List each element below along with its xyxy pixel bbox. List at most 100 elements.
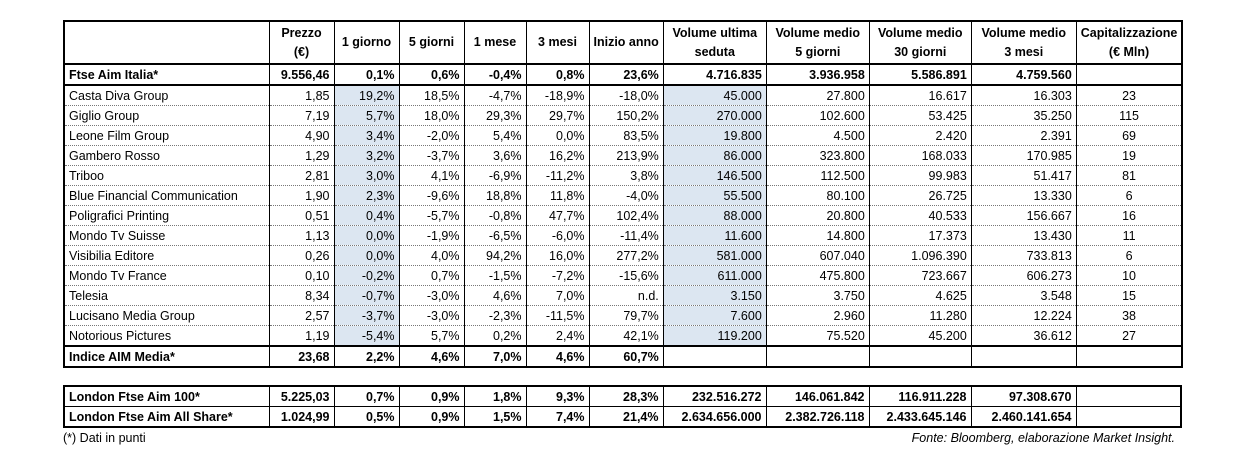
cell: 9,3% [525, 385, 590, 407]
cell: 3.548 [970, 285, 1077, 306]
cell: 9.556,46 [268, 63, 335, 86]
cell: 0,51 [268, 205, 335, 226]
cell: -0,2% [333, 265, 400, 286]
cell: 1.096.390 [868, 245, 972, 266]
cell: 12.224 [970, 305, 1077, 326]
table-row: Indice AIM Media* 23,68 2,2% 4,6% 7,0% 4,6% 60… [63, 345, 1183, 368]
cell: 27.800 [765, 85, 870, 106]
cell: 18,5% [398, 85, 465, 106]
cell: -0,8% [463, 205, 527, 226]
cell: 323.800 [765, 145, 870, 166]
cell: 4.625 [868, 285, 972, 306]
header-cell: Volume medio 3 mesi [970, 21, 1077, 65]
cell: 7,4% [525, 406, 590, 428]
cell: 0,7% [398, 265, 465, 286]
cell: -11,4% [588, 225, 664, 246]
cell: 4,1% [398, 165, 465, 186]
cell: 23 [1075, 85, 1183, 106]
cell: 607.040 [765, 245, 870, 266]
cell: 1,90 [268, 185, 335, 206]
cell: 2.634.656.000 [662, 406, 767, 428]
cell: 86.000 [662, 145, 767, 166]
cell: 277,2% [588, 245, 664, 266]
cell: 0,6% [398, 63, 465, 86]
cell: Casta Diva Group [63, 85, 270, 106]
cell: -3,0% [398, 285, 465, 306]
cell: -4,7% [463, 85, 527, 106]
cell: 60,7% [588, 345, 664, 368]
cell: 23,68 [268, 345, 335, 368]
cell: 11.600 [662, 225, 767, 246]
header-cell: 1 giorno [333, 21, 400, 65]
cell: 2.460.141.654 [970, 406, 1077, 428]
cell: 26.725 [868, 185, 972, 206]
cell: London Ftse Aim 100* [63, 385, 270, 407]
cell: 170.985 [970, 145, 1077, 166]
cell: 7,0% [463, 345, 527, 368]
cell: n.d. [588, 285, 664, 306]
cell: 6 [1075, 185, 1183, 206]
empty-cell [1075, 63, 1183, 86]
cell: -0,7% [333, 285, 400, 306]
cell: 475.800 [765, 265, 870, 286]
cell: 88.000 [662, 205, 767, 226]
cell: 16,0% [525, 245, 590, 266]
cell: 232.516.272 [662, 385, 767, 407]
cell: -11,2% [525, 165, 590, 186]
cell: 2,3% [333, 185, 400, 206]
cell: 38 [1075, 305, 1183, 326]
table-row: Visibilia Editore 0,26 0,0% 4,0% 94,2% 16,0% 2… [63, 245, 1183, 266]
header-line: 1 giorno [341, 35, 392, 49]
cell: 3.936.958 [765, 63, 870, 86]
table-row: Mondo Tv France 0,10 -0,2% 0,7% -1,5% -7,2% -1… [63, 265, 1183, 286]
cell: 3.750 [765, 285, 870, 306]
table-row: Leone Film Group 4,90 3,4% -2,0% 5,4% 0,0% 83,… [63, 125, 1183, 146]
cell: 99.983 [868, 165, 972, 186]
cell: 2.960 [765, 305, 870, 326]
cell: 4.716.835 [662, 63, 767, 86]
cell: London Ftse Aim All Share* [63, 406, 270, 428]
cell: 4,6% [398, 345, 465, 368]
cell: 102,4% [588, 205, 664, 226]
cell: Ftse Aim Italia* [63, 63, 270, 86]
cell: 51.417 [970, 165, 1077, 186]
cell: 4,6% [463, 285, 527, 306]
cell: -2,3% [463, 305, 527, 326]
cell: 4.759.560 [970, 63, 1077, 86]
table-row: Telesia 8,34 -0,7% -3,0% 4,6% 7,0% n.d. 3.150 3.… [63, 285, 1183, 306]
cell: 119.200 [662, 325, 767, 347]
header-row: Prezzo (€) 1 giorno 5 giorni 1 mese 3 mesi Ini… [63, 21, 1183, 65]
cell: 156.667 [970, 205, 1077, 226]
cell: 1,85 [268, 85, 335, 106]
table-row: Poligrafici Printing 0,51 0,4% -5,7% -0,8% 47… [63, 205, 1183, 226]
cell: 1,19 [268, 325, 335, 347]
cell: 14.800 [765, 225, 870, 246]
cell: -11,5% [525, 305, 590, 326]
cell: 19,2% [333, 85, 400, 106]
cell: 4,0% [398, 245, 465, 266]
cell: 5,7% [398, 325, 465, 347]
main-table: Prezzo (€) 1 giorno 5 giorni 1 mese 3 mesi Ini… [63, 20, 1184, 368]
cell: 2.433.645.146 [868, 406, 972, 428]
table-row: Notorious Pictures 1,19 -5,4% 5,7% 0,2% 2,4% 4… [63, 325, 1183, 347]
cell: -3,0% [398, 305, 465, 326]
cell: 213,9% [588, 145, 664, 166]
cell: 611.000 [662, 265, 767, 286]
cell: Poligrafici Printing [63, 205, 270, 226]
cell: 116.911.228 [868, 385, 972, 407]
cell: 18,8% [463, 185, 527, 206]
cell: -7,2% [525, 265, 590, 286]
cell: 3,2% [333, 145, 400, 166]
cell: 2.391 [970, 125, 1077, 146]
cell: 6 [1075, 245, 1183, 266]
table-row: Casta Diva Group 1,85 19,2% 18,5% -4,7% -18,9… [63, 85, 1183, 106]
cell: 270.000 [662, 105, 767, 126]
header-line: Volume medio [878, 25, 963, 40]
cell: 83,5% [588, 125, 664, 146]
cell: Gambero Rosso [63, 145, 270, 166]
cell: 1,5% [463, 406, 527, 428]
cell: 17.373 [868, 225, 972, 246]
header-line: seduta [694, 44, 735, 59]
table-row: Ftse Aim Italia* 9.556,46 0,1% 0,6% -0,4% 0,8… [63, 63, 1183, 86]
cell: 11 [1075, 225, 1183, 246]
